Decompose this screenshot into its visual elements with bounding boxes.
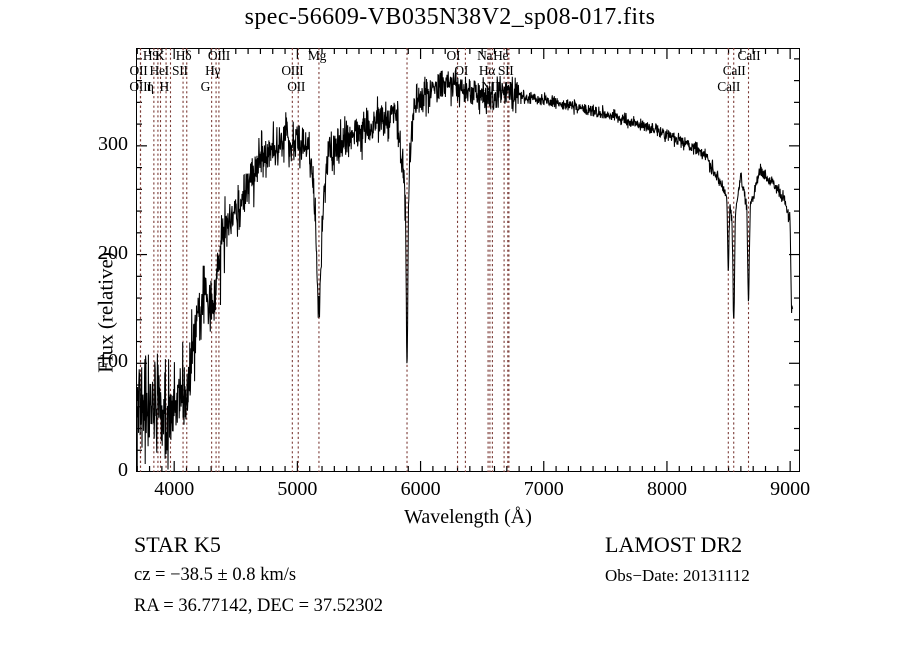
plot-canvas [136,48,800,472]
spectral-line-label: H9 [142,48,159,63]
coordinates: RA = 36.77142, DEC = 37.52302 [134,596,384,616]
object-type: STAR K5 [134,532,221,557]
observation-date: Obs−Date: 20131112 [605,566,750,585]
x-tick-label: 7000 [523,478,564,500]
spectral-line-label: OII [129,63,148,78]
spectral-line-label: OI [454,63,469,78]
y-tick-label: 200 [98,241,128,264]
spectral-line-label: SII [172,63,188,78]
spectral-line-label: Na [477,48,493,63]
spectral-line-label: CaII [737,48,761,63]
spectral-line-label: Hδ [175,48,192,63]
spectral-line-label: HeI [149,63,170,78]
spectral-line-label: He [493,48,509,63]
x-tick-label: 6000 [400,478,441,500]
redshift-velocity: cz = −38.5 ± 0.8 km/s [134,565,297,585]
x-tick-label: 5000 [277,478,318,500]
spectral-line-label: OII [287,79,306,94]
spectral-line-label: LiI [496,79,513,94]
spectral-line-label: OIII [207,48,230,63]
y-tick-label: 100 [98,350,128,373]
spectral-line-label: OI [446,48,461,63]
x-tick-label: 4000 [154,478,195,500]
y-tick-label: 0 [118,459,128,481]
y-axis-title: Flux (relative) [93,252,118,373]
figure-title: spec-56609-VB035N38V2_sp08-017.fits [244,4,656,30]
spectral-line-label: Mg [307,48,327,63]
footer-left: STAR K5 cz = −38.5 ± 0.8 km/s RA = 36.77… [134,529,383,622]
x-tick-label: 9000 [770,478,811,500]
spectral-line-label: H [159,79,169,94]
spectral-line-label: CaII [722,63,746,78]
x-tick-label: 8000 [646,478,687,500]
survey-name: LAMOST DR2 [605,532,743,557]
spectral-line-label: SII [497,63,514,78]
spectral-line-label: Hγ [205,63,221,78]
spectral-line-label: CaII [717,79,741,94]
plot-frame [136,48,800,472]
spectral-line-label: K [155,48,165,63]
y-tick-label: 300 [98,132,128,155]
spectral-line-label: Hα [478,63,496,78]
spectral-line-label: OIII [129,79,152,94]
x-axis-title: Wavelength (Å) [404,506,532,528]
spectrum-svg [136,48,800,472]
spectral-line-label: OIII [281,63,304,78]
footer-right: LAMOST DR2 Obs−Date: 20131112 [605,529,750,591]
spectral-line-label: η [146,79,154,94]
spectral-line-label: NII [481,79,500,94]
spectral-line-label: G [200,79,211,94]
